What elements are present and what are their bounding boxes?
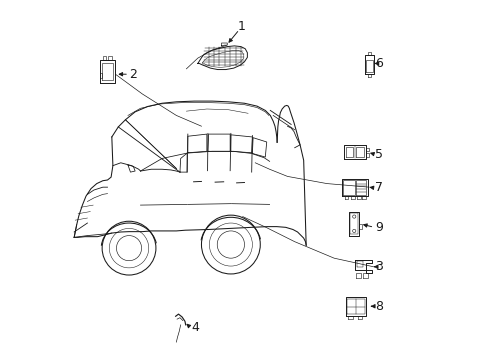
Text: 9: 9: [374, 221, 382, 234]
Text: 5: 5: [374, 148, 382, 161]
Text: 4: 4: [191, 320, 199, 333]
Text: 2: 2: [129, 68, 137, 81]
Text: 7: 7: [374, 181, 382, 194]
Text: 3: 3: [374, 260, 382, 273]
Text: 6: 6: [374, 57, 382, 70]
Text: 8: 8: [374, 300, 382, 313]
Text: 1: 1: [237, 20, 245, 33]
